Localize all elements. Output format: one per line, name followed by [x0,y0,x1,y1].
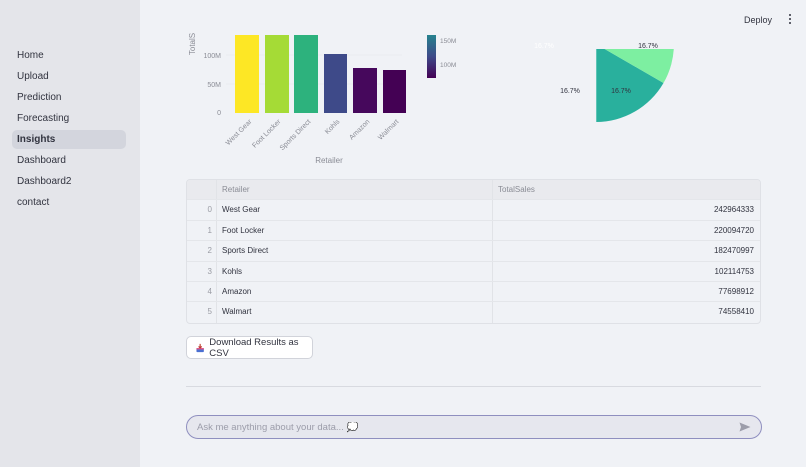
chat-input-container [186,415,762,439]
row-index: 3 [187,261,217,281]
sidebar-item-home[interactable]: Home [17,50,44,61]
x-tick-walmart: Walmart [377,118,400,141]
table-row: 2 Sports Direct 182470997 [187,241,760,262]
sidebar-item-contact[interactable]: contact [17,197,50,208]
x-tick-sports-direct: Sports Direct [279,118,313,152]
y-tick-50m: 50M [207,82,221,89]
pie-label-light-green: 16.7% [638,43,658,50]
divider [186,386,761,387]
table-header: . Retailer TotalSales [187,180,760,201]
table-row: 3 Kohls 102114753 [187,261,760,282]
sidebar-nav: Home Upload Prediction Forecasting Insig… [12,46,126,214]
pie-slice-blue[interactable] [596,30,664,44]
table-row: 1 Foot Locker 220094720 [187,220,760,242]
pie-slice-teal[interactable] [596,44,664,122]
send-button[interactable] [735,417,755,437]
x-tick-west-gear: West Gear [225,118,254,147]
download-csv-button[interactable]: Download Results as CSV [186,336,313,359]
deploy-button[interactable]: Deploy [743,15,772,25]
table-row: 5 Walmart 74558410 [187,302,760,323]
x-tick-foot-locker: Foot Locker [251,118,283,150]
main-content: Deploy TotalS 100M 50M 0 West Gear Foot … [140,0,806,467]
bar-amazon[interactable] [353,68,377,113]
pie-label-teal: 16.7% [611,88,631,95]
sidebar: Home Upload Prediction Forecasting Insig… [0,0,140,467]
pie-chart: 16.7% 16.7% 16.7% 16.7% [518,30,674,122]
cell-totalsales[interactable]: 74558410 [718,307,754,317]
pie-label-red: 16.7% [534,43,554,50]
row-index: 2 [187,241,217,261]
vertical-ellipsis-icon[interactable] [786,12,794,26]
pie-slice-light-blue[interactable] [529,30,597,44]
table-row: 4 Amazon 77698912 [187,281,760,303]
row-index: 0 [187,200,217,220]
y-tick-100m: 100M [203,53,221,60]
cell-totalsales[interactable]: 77698912 [718,286,754,296]
bar-walmart[interactable] [383,70,406,113]
cell-totalsales[interactable]: 182470997 [713,246,754,256]
pie-slice-light-red[interactable] [529,44,597,122]
colorbar-tick-150m: 150M [440,38,456,45]
cell-totalsales[interactable]: 102114753 [714,266,754,276]
colorbar [427,35,436,78]
row-index: 4 [187,281,217,302]
x-axis-label: Retailer [315,156,343,165]
cell-totalsales[interactable]: 220094720 [713,225,754,235]
bar-sports-direct[interactable] [294,35,318,113]
header-retailer[interactable]: Retailer [217,180,493,200]
cell-retailer[interactable]: Foot Locker [217,220,493,241]
colorbar-tick-100m: 100M [440,62,456,69]
x-tick-amazon: Amazon [348,118,371,141]
results-table[interactable]: . Retailer TotalSales 0 West Gear 242964… [186,179,761,324]
y-tick-0: 0 [217,110,221,117]
cell-retailer[interactable]: Kohls [217,261,493,281]
cell-retailer[interactable]: West Gear [217,200,493,220]
download-csv-label: Download Results as CSV [209,336,299,359]
row-index: 1 [187,220,217,241]
cell-retailer[interactable]: Walmart [217,302,493,323]
pie-slice-light-green[interactable] [596,30,674,83]
cell-totalsales[interactable]: 242964333 [713,205,754,215]
sidebar-item-dashboard[interactable]: Dashboard [17,155,66,166]
table-row: 0 West Gear 242964333 [187,200,760,221]
sidebar-item-prediction[interactable]: Prediction [17,92,62,103]
header-totalsales[interactable]: TotalSales [498,185,535,194]
sidebar-item-upload[interactable]: Upload [17,71,49,82]
sidebar-item-dashboard2[interactable]: Dashboard2 [17,176,72,187]
cell-retailer[interactable]: Amazon [217,281,493,302]
inbox-tray-icon [196,343,204,352]
chat-input[interactable] [197,421,735,433]
header-index: . [187,180,217,200]
sidebar-item-insights[interactable]: Insights [12,130,126,149]
x-tick-kohls: Kohls [324,118,342,136]
pie-slice-red[interactable] [518,30,596,83]
row-index: 5 [187,302,217,323]
bar-kohls[interactable] [324,54,347,113]
bar-west-gear[interactable] [235,35,259,113]
cell-retailer[interactable]: Sports Direct [217,241,493,261]
bar-chart: TotalS 100M 50M 0 West Gear Foot Locker … [188,33,456,165]
y-axis-label: TotalS [188,33,197,55]
send-icon [739,422,751,432]
bar-foot-locker[interactable] [265,35,289,113]
pie-label-light-red: 16.7% [560,88,580,95]
sidebar-item-forecasting[interactable]: Forecasting [17,113,70,124]
